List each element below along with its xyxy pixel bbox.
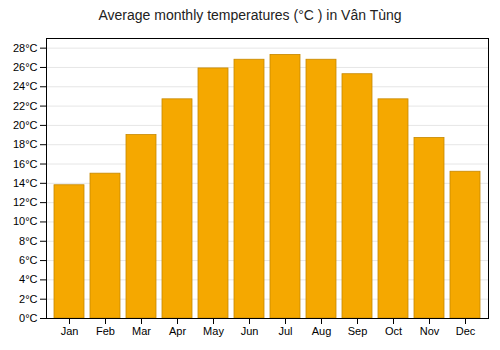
html-text:Average monthly temperatures (: Average monthly temperatures (°C ) in Vâ… [98,7,402,23]
svg-text:Jan: Jan [61,325,79,337]
svg-text:Sep: Sep [348,325,368,337]
svg-text:22°C: 22°C [13,100,38,112]
svg-text:Dec: Dec [456,325,476,337]
svg-text:20°C: 20°C [13,119,38,131]
svg-text:Jul: Jul [278,325,292,337]
svg-text:Feb: Feb [96,325,115,337]
svg-text:4°C: 4°C [19,273,38,285]
svg-text:Aug: Aug [312,325,332,337]
svg-text:18°C: 18°C [13,138,38,150]
svg-text:Jun: Jun [241,325,259,337]
svg-text:16°C: 16°C [13,158,38,170]
svg-text:12°C: 12°C [13,196,38,208]
svg-text:Oct: Oct [385,325,402,337]
svg-text:26°C: 26°C [13,61,38,73]
svg-text:Apr: Apr [169,325,186,337]
svg-text:8°C: 8°C [19,235,38,247]
svg-text:0°C: 0°C [19,312,38,324]
svg-text:10°C: 10°C [13,215,38,227]
svg-text:Nov: Nov [420,325,440,337]
svg-text:6°C: 6°C [19,254,38,266]
svg-text:28°C: 28°C [13,42,38,54]
svg-text:Mar: Mar [132,325,151,337]
svg-text:2°C: 2°C [19,293,38,305]
svg-text:14°C: 14°C [13,177,38,189]
svg-text:24°C: 24°C [13,80,38,92]
svg-text:May: May [203,325,224,337]
